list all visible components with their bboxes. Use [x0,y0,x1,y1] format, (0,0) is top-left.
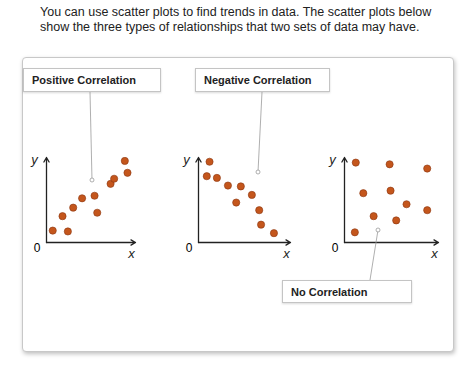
svg-text:x: x [127,246,135,261]
svg-text:0: 0 [332,241,339,255]
svg-text:y: y [30,152,39,167]
html-text:Positive Correlation: Positive Correlation [32,74,136,86]
html-text:Negative Correlation: Negative Correlation [204,74,312,86]
svg-text:y: y [328,152,337,167]
svg-text:x: x [430,246,438,261]
svg-text:y: y [182,152,191,167]
svg-text:0: 0 [186,241,193,255]
html-text:You can use scatter plots to f: You can use scatter plots to find trends… [40,5,432,34]
svg-text:x: x [282,246,290,261]
svg-text:0: 0 [34,241,41,255]
html-text:No Correlation: No Correlation [291,286,368,298]
